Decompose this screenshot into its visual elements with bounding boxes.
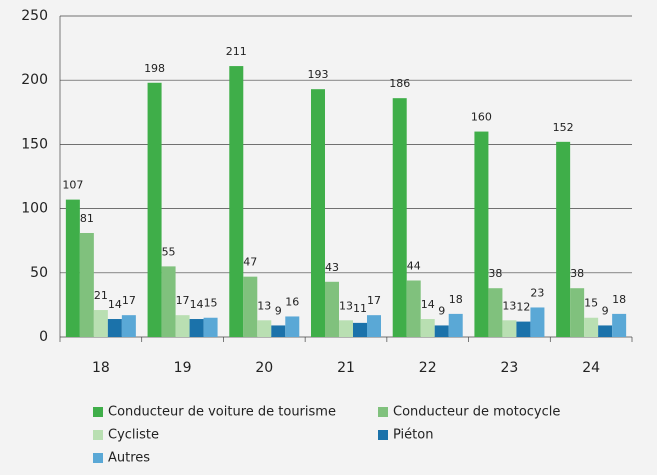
y-tick-label: 0 [39,329,48,345]
data-label: 15 [204,297,218,310]
bar [121,315,136,337]
bar [79,232,94,337]
bar [598,325,613,337]
data-label: 14 [108,298,122,311]
data-label: 15 [584,297,598,310]
bar [203,317,218,337]
bar [448,313,463,337]
data-label: 198 [144,62,165,75]
data-label: 193 [308,68,329,81]
data-label: 211 [226,45,247,58]
bar [516,321,531,337]
bar [271,325,286,337]
bar [325,281,339,337]
data-label: 16 [285,295,299,308]
bar [392,98,407,338]
data-label: 12 [516,301,530,314]
bar [474,131,489,337]
legend-swatch [93,430,103,440]
bar [161,266,176,337]
data-label: 9 [438,304,445,317]
data-label: 9 [275,304,282,317]
data-label: 18 [449,293,463,306]
data-label: 38 [488,267,502,280]
data-label: 21 [94,289,108,302]
data-label: 23 [530,286,544,299]
data-label: 14 [190,298,204,311]
legend-label: Conducteur de motocycle [393,405,560,420]
legend-label: Cycliste [108,428,159,443]
bar [189,319,204,337]
bar [570,288,585,337]
bar [243,276,258,337]
data-label: 55 [162,245,176,258]
data-label: 186 [389,77,410,90]
bar [285,316,300,337]
legend-label: Conducteur de voiture de tourisme [108,405,336,420]
x-tick-label: 21 [337,360,355,376]
data-label: 43 [325,261,339,274]
x-tick-label: 18 [92,360,110,376]
x-tick-label: 24 [582,360,600,376]
data-label: 17 [176,294,190,307]
data-label: 13 [502,299,516,312]
x-tick-label: 20 [255,360,273,376]
y-tick-label: 100 [21,201,48,217]
data-label: 13 [339,299,353,312]
bar [257,320,272,337]
bar [420,319,435,337]
data-label: 47 [243,256,257,269]
legend-swatch [93,407,103,417]
bar [612,313,627,337]
legend-swatch [378,407,388,417]
legend-label: Autres [108,451,150,466]
data-label: 17 [122,294,136,307]
x-tick-label: 19 [174,360,192,376]
bar [488,288,503,337]
bar [530,307,545,337]
data-label: 18 [612,293,626,306]
bar [584,317,599,337]
bar [107,319,122,337]
data-label: 81 [80,212,94,225]
x-tick-label: 23 [501,360,519,376]
y-tick-label: 150 [21,136,48,152]
bar [65,199,80,337]
data-label: 44 [407,260,421,273]
y-tick-label: 250 [21,8,48,24]
data-label: 9 [602,304,609,317]
bar [147,82,162,337]
bar [311,89,325,337]
legend-swatch [378,430,388,440]
bar [229,66,244,338]
bar [406,280,421,337]
y-tick-label: 50 [30,265,48,281]
x-tick-label: 22 [419,360,437,376]
data-label: 13 [257,299,271,312]
data-label: 107 [62,179,83,192]
y-tick-label: 200 [21,72,48,88]
bar [556,141,571,337]
bar [434,325,449,337]
data-label: 17 [367,294,381,307]
bar [367,315,381,337]
data-label: 14 [421,298,435,311]
bar [93,310,108,337]
bar [339,320,353,337]
bar [175,315,190,337]
data-label: 11 [353,302,367,315]
data-label: 160 [471,111,492,124]
legend-swatch [93,453,103,463]
data-label: 152 [553,121,574,134]
legend-label: Piéton [393,428,433,443]
bar [502,320,517,337]
data-label: 38 [570,267,584,280]
bar [353,322,367,337]
